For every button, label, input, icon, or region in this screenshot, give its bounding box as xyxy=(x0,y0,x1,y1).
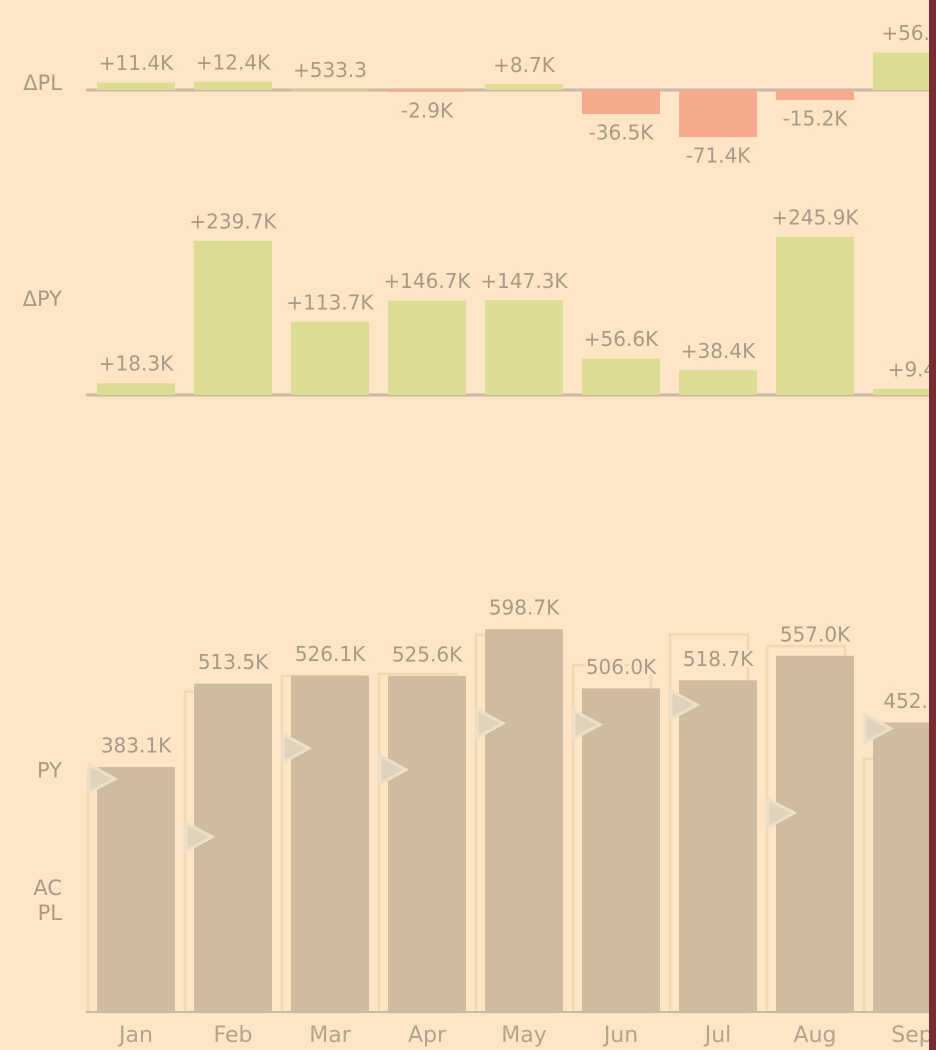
bar xyxy=(582,688,660,1012)
value-label: +38.4K xyxy=(681,339,756,363)
prior-year-marker xyxy=(669,688,701,722)
prior-year-marker xyxy=(475,706,507,740)
bar xyxy=(388,90,466,92)
value-label: -71.4K xyxy=(686,144,752,168)
value-label: +56.9 xyxy=(881,21,936,45)
value-label: 526.1K xyxy=(295,642,366,666)
bar xyxy=(873,52,929,90)
bar xyxy=(97,767,175,1012)
prior-year-marker xyxy=(281,731,313,765)
value-label: +11.4K xyxy=(99,51,174,75)
bar xyxy=(388,675,466,1012)
prior-year-marker xyxy=(378,753,410,787)
value-label: +147.3K xyxy=(480,269,568,293)
value-label: +8.7K xyxy=(493,53,556,77)
value-label: +56.6K xyxy=(584,327,659,351)
bar xyxy=(776,236,854,395)
bar xyxy=(291,675,369,1012)
bar xyxy=(194,683,272,1012)
value-label: 557.0K xyxy=(780,622,851,646)
legend-label: PY xyxy=(37,759,62,783)
bar xyxy=(679,680,757,1012)
bar xyxy=(776,655,854,1012)
x-tick-label: Jan xyxy=(117,1023,153,1048)
bar xyxy=(485,300,563,395)
prior-year-marker xyxy=(863,711,895,745)
x-tick-label: Sep xyxy=(891,1023,932,1048)
x-tick-label: Aug xyxy=(794,1023,837,1048)
bar xyxy=(97,82,175,90)
x-tick-label: May xyxy=(501,1023,546,1048)
x-tick-label: Apr xyxy=(408,1023,447,1048)
bar xyxy=(194,240,272,395)
x-tick-label: Feb xyxy=(214,1023,253,1048)
value-label: 383.1K xyxy=(101,734,172,758)
value-label: +18.3K xyxy=(99,352,174,376)
value-label: 518.7K xyxy=(683,647,754,671)
legend-label: AC xyxy=(33,876,62,900)
bar xyxy=(97,383,175,395)
value-label: +245.9K xyxy=(771,205,859,229)
x-tick-label: Jul xyxy=(703,1023,732,1048)
prior-year-marker xyxy=(184,820,216,854)
value-label: 513.5K xyxy=(198,650,269,674)
value-label: 452.8 xyxy=(883,689,936,713)
bar xyxy=(194,81,272,90)
bar xyxy=(776,90,854,101)
bar xyxy=(582,358,660,395)
value-label: +12.4K xyxy=(196,50,271,74)
bar xyxy=(582,90,660,115)
value-label: 506.0K xyxy=(586,655,657,679)
value-label: +9.4 xyxy=(888,357,936,381)
row-label: ΔPY xyxy=(23,287,63,311)
value-label: +533.3 xyxy=(293,58,367,82)
value-label: 598.7K xyxy=(489,596,560,620)
prior-year-marker xyxy=(87,762,119,796)
value-label: -15.2K xyxy=(783,107,849,131)
prior-year-marker xyxy=(766,796,798,830)
prior-year-marker xyxy=(572,708,604,742)
value-label: +146.7K xyxy=(383,269,471,293)
x-tick-label: Jun xyxy=(602,1023,638,1048)
bar xyxy=(291,321,369,395)
value-label: -36.5K xyxy=(589,121,655,145)
legend-label: PL xyxy=(38,901,63,925)
row-label: ΔPL xyxy=(23,71,62,95)
scroll-edge xyxy=(929,0,936,1050)
bar xyxy=(388,300,466,395)
value-label: +113.7K xyxy=(286,290,374,314)
bar xyxy=(679,90,757,138)
bar xyxy=(291,89,369,91)
bar xyxy=(485,629,563,1012)
bar xyxy=(485,84,563,90)
bar xyxy=(873,722,929,1012)
value-label: +239.7K xyxy=(189,209,277,233)
value-label: -2.9K xyxy=(401,98,454,122)
x-tick-label: Mar xyxy=(309,1023,351,1048)
value-label: 525.6K xyxy=(392,642,463,666)
bar xyxy=(679,370,757,395)
plot-area: +11.4K +12.4K +533.3 -2.9K +8.7K -36.5K -71.4K… xyxy=(86,18,936,1048)
bar xyxy=(873,388,929,395)
